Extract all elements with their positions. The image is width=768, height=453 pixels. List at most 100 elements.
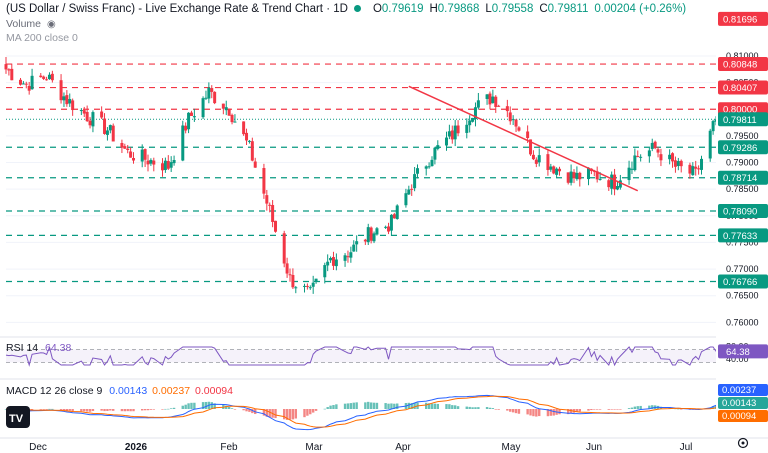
trendline-line[interactable] [408,85,639,192]
candle-body [108,125,112,131]
macd-histogram-bar [169,408,173,409]
macd-histogram-bar [433,403,437,409]
macd-histogram-bar [213,403,216,409]
macd-histogram-bar [474,407,477,409]
macd-histogram-bar [619,409,622,410]
candle-body [166,161,170,169]
candle-body [517,127,521,131]
signal-line [6,395,717,428]
ma-indicator[interactable]: MA 200 close 0 [6,32,78,44]
candle-body [444,137,448,146]
macd-histogram-bar [364,402,367,409]
candle-body [262,168,266,194]
candle-body [233,121,237,123]
rsi-tag-label: 64.38 [726,347,750,358]
candle-body [514,119,518,127]
macd-histogram-bar [651,405,654,409]
candle-body [305,285,309,287]
rsi-period: 14 [26,342,39,354]
price-axis-bg [716,0,768,453]
candle-body [45,79,49,81]
macd-histogram-bar [123,409,127,412]
macd-histogram-bar [369,402,373,409]
candle-body [50,73,54,81]
candle-body [569,171,573,183]
gear-icon[interactable] [737,437,749,449]
macd-histogram-bar [288,409,292,420]
candle-body [224,107,228,111]
volume-indicator[interactable]: Volume ◉ [6,18,56,30]
macd-histogram-bar [184,404,187,409]
candle-body [210,88,214,92]
candle-body [708,130,712,159]
candle-body [668,154,672,160]
signal-value: 0.00237 [152,385,191,397]
macd-histogram-bar [45,409,48,410]
price-tick-label: 0.76500 [726,291,759,301]
candle-body [447,131,451,137]
macd-histogram-bar [387,403,390,409]
candle-body [552,166,556,174]
macd-histogram-bar [595,409,599,410]
candle-body [575,172,579,180]
price-axis[interactable]: 0.810000.805000.795000.790000.785000.780… [716,0,768,453]
trendline[interactable] [408,85,639,192]
candle-body [491,96,495,104]
macd-histogram-bar [375,402,379,409]
macd-histogram-bar [633,406,637,409]
macd-histogram-bar [161,409,164,410]
macd-histogram-bar [506,409,509,411]
candle-body [308,287,312,289]
time-label: Jul [680,442,693,453]
candle-body [126,148,130,150]
candle-body [578,172,582,180]
candle-body [607,180,611,188]
macd-histogram-bar [126,409,129,412]
macd-histogram-bar [627,408,631,409]
candle-body [329,258,333,261]
histogram-value: 0.00094 [195,385,233,397]
candle-body [288,274,292,276]
macd-histogram-bar [448,404,451,409]
macd-histogram-bar [242,409,245,411]
rsi-line [5,345,717,367]
macd-histogram-bar [552,409,555,416]
macd-histogram-bar [343,403,347,409]
macd-histogram-bar [590,409,593,411]
support-resistance-levels [6,63,716,283]
macd-histogram-bar [291,409,295,420]
eye-hidden-icon[interactable]: ◉ [47,19,56,30]
rsi-legend[interactable]: RSI 14 64.38 [6,342,71,354]
macd-histogram-bar [65,409,69,411]
macd-legend[interactable]: MACD 12 26 close 9 0.00143 0.00237 0.000… [6,385,233,397]
macd-histogram-bar [485,407,489,409]
candle-body [494,96,498,107]
macd-histogram-bar [172,407,176,409]
macd-histogram-bar [143,409,147,411]
high-value: 0.79868 [437,3,480,15]
symbol-title[interactable]: (US Dollar / Swiss Franc) - Live Exchang… [6,3,348,15]
macd-histogram-bar [262,409,266,416]
price-tag [718,112,768,127]
macd-histogram-bar [233,409,237,410]
macd-histogram-bar [569,409,573,414]
macd-histogram-bar [91,409,95,412]
rsi-tag [718,344,768,359]
macd-histogram-bar [141,409,144,411]
macd-histogram-bar [410,403,413,409]
candle-body [21,83,25,85]
rsi-pane [0,336,717,367]
candle-body [24,83,28,85]
tradingview-logo-icon[interactable]: TV [6,406,30,428]
macd-histogram-bar [668,407,671,409]
time-axis[interactable]: Dec 2026 Feb Mar Apr May Jun Jul TV [0,406,768,453]
candle-body [82,110,86,114]
macd-histogram-bar [445,404,448,409]
macd-histogram-bar [396,403,399,409]
price-tag-label: 0.80000 [723,105,757,116]
macd-histogram-bar [538,409,541,417]
candle-body [618,180,622,188]
logo-bg [6,406,30,428]
